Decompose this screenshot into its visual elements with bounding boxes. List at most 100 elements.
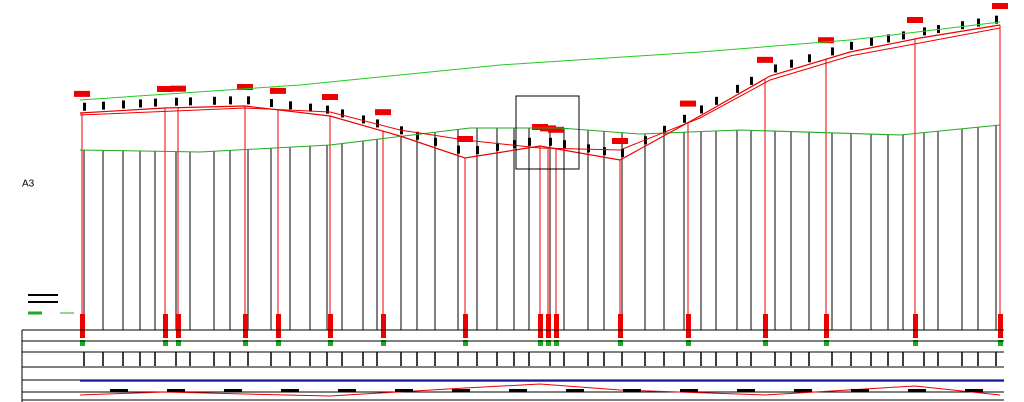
band-block [395,389,413,392]
ground-top [79,21,1001,101]
station-tick [790,59,793,68]
pier-foot [163,314,168,338]
band-block [167,389,185,392]
pier-symbol [270,87,286,94]
pier-foot [998,314,1003,338]
station-tick [270,99,273,108]
pier-green [546,340,551,346]
station-tick [774,64,777,73]
pier-symbol [680,100,696,107]
station-tick [213,96,216,105]
station-tick [549,137,552,146]
station-tick [476,146,479,155]
pier-green [328,340,333,346]
ground-line [79,124,1001,153]
station-tick [831,47,834,56]
station-tick [376,119,379,128]
station-tick [229,96,232,105]
pier-green [686,340,691,346]
station-tick [808,54,811,63]
station-tick [977,18,980,27]
pier-green [243,340,248,346]
station-tick [175,97,178,106]
station-tick [434,137,437,146]
station-tick [750,76,753,85]
pier-symbol [548,126,564,133]
station-tick [621,148,624,157]
pier-foot [538,314,543,338]
band-block [737,389,755,392]
station-tick [528,137,531,146]
pier-foot [546,314,551,338]
pier-green [538,340,543,346]
band-block [794,389,812,392]
pier-green [163,340,168,346]
station-tick [513,140,516,149]
band-block [851,389,869,392]
pier-symbol [170,85,186,92]
station-tick [189,97,192,106]
station-tick [850,41,853,50]
band-block [623,389,641,392]
station-tick [700,105,703,114]
pier-symbol [237,84,253,90]
pier-symbol [74,90,90,97]
pier-green [824,340,829,346]
pier-symbol [157,86,173,92]
band-block [680,389,698,392]
pier-symbol [907,17,923,23]
selection-box [515,95,580,170]
pier-foot [328,314,333,338]
station-tick [961,21,964,30]
pier-foot [80,314,85,338]
pier-green [381,340,386,346]
station-tick [887,34,890,43]
station-tick [663,125,666,134]
station-tick [247,96,250,105]
station-tick [362,115,365,124]
station-tick [326,105,329,114]
station-tick [603,147,606,156]
pier-foot [276,314,281,338]
band-block [452,389,470,392]
station-tick [870,37,873,46]
station-tick [736,84,739,93]
pier-green [618,340,623,346]
station-tick [139,99,142,108]
road-line [79,24,1001,161]
station-tick [154,98,157,107]
station-tick [496,142,499,151]
pier-foot [554,314,559,338]
sheet-label: A3 [22,179,35,190]
station-tick [122,100,125,109]
pier-foot [463,314,468,338]
station-tick [341,109,344,118]
band-block [224,389,242,392]
station-tick [683,114,686,123]
pier-green [763,340,768,346]
pier-foot [824,314,829,338]
station-tick [83,102,86,111]
band-block [338,389,356,392]
pier-foot [243,314,248,338]
pier-foot [176,314,181,338]
station-tick [995,15,998,24]
band-block [110,389,128,392]
station-tick [715,96,718,105]
pier-green [276,340,281,346]
pier-foot [913,314,918,338]
pier-symbol [992,3,1008,9]
pier-green [80,340,85,346]
drawing-layer [21,3,1008,402]
pier-symbol [322,94,338,100]
band-block [566,389,584,392]
pier-symbol [818,37,834,44]
pier-foot [763,314,768,338]
station-tick [102,101,105,110]
pier-green [998,340,1003,346]
pier-symbol [757,56,773,63]
pier-green [554,340,559,346]
station-tick [902,31,905,40]
